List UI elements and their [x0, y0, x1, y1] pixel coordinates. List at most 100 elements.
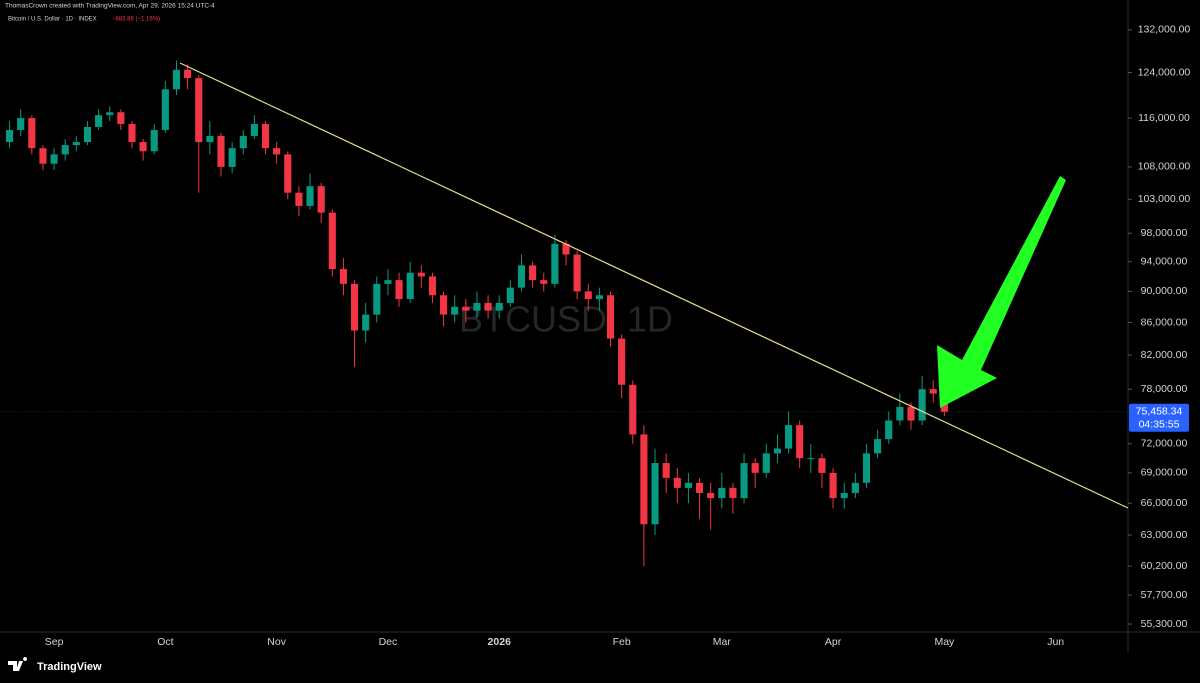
candle-body	[807, 458, 815, 460]
candle-body	[17, 118, 25, 130]
y-tick-label: 90,000.00	[1141, 285, 1188, 297]
x-tick-label: Nov	[267, 636, 286, 648]
candle-body	[573, 254, 581, 292]
candle-body	[551, 243, 559, 284]
candle-body	[72, 142, 80, 146]
y-tick-label: 55,300.00	[1141, 618, 1188, 630]
credit: ThomasCrown created with TradingView.com…	[5, 3, 215, 10]
x-tick-label: Feb	[613, 636, 631, 648]
candle-body	[395, 280, 403, 300]
x-tick-label: May	[934, 636, 955, 648]
candle-body	[184, 69, 192, 79]
candle-body	[517, 265, 526, 288]
candle-body	[673, 477, 681, 488]
candle-body	[840, 492, 848, 499]
trendline	[179, 62, 1129, 509]
logo	[8, 657, 28, 671]
candle-body	[406, 272, 414, 300]
candle-body	[440, 295, 448, 315]
y-tick-label: 132,000.00	[1138, 24, 1191, 36]
candle-body	[339, 269, 347, 284]
candle-body	[773, 448, 782, 454]
candle-body	[172, 69, 181, 90]
candle-body	[6, 129, 14, 143]
candle-body	[250, 124, 258, 136]
candle-body	[829, 472, 837, 499]
y-tick-label: 57,700.00	[1141, 589, 1188, 601]
candle-body	[785, 425, 793, 449]
candle-body	[651, 463, 659, 525]
candle-body	[317, 186, 325, 213]
candle-body	[83, 126, 92, 143]
candle-body	[662, 463, 670, 478]
candle-body	[495, 302, 503, 311]
y-tick-label: 69,000.00	[1141, 467, 1188, 479]
candle-body	[796, 425, 804, 459]
last-price-box	[1129, 403, 1189, 432]
candle-body	[595, 295, 603, 300]
candle-body	[106, 112, 114, 116]
x-tick-label: Dec	[379, 636, 398, 648]
change: −883.88 (−1.16%)	[112, 17, 160, 23]
arrow	[937, 176, 1066, 408]
candle-body	[896, 406, 904, 421]
candle-body	[362, 314, 370, 331]
countdown: 04:35:55	[1139, 419, 1180, 431]
y-tick-label: 63,000.00	[1141, 529, 1188, 541]
candle-body	[606, 295, 615, 339]
watermark: BTCUSD, 1D	[459, 299, 673, 340]
candle-body	[95, 115, 103, 127]
candle-body	[195, 78, 203, 143]
candle-body	[451, 306, 459, 315]
candle-body	[751, 463, 759, 473]
candle-body	[473, 302, 481, 311]
last-price-label: 75,458.34	[1136, 406, 1183, 418]
candle-body	[206, 135, 214, 143]
y-tick-label: 66,000.00	[1141, 497, 1188, 509]
y-tick-label: 72,000.00	[1141, 438, 1188, 450]
candle-body	[139, 142, 147, 152]
x-tick-label: Jun	[1047, 636, 1064, 648]
candle-body	[384, 280, 392, 284]
candle-body	[261, 124, 270, 149]
candle-body	[506, 287, 514, 303]
x-tick-label: Mar	[713, 636, 732, 648]
candle-body	[161, 89, 169, 130]
candle-body	[740, 463, 748, 499]
candle-body	[629, 384, 637, 435]
candle-body	[695, 482, 704, 493]
candle-body	[729, 487, 737, 499]
y-tick-label: 82,000.00	[1141, 349, 1188, 361]
candle-body	[273, 148, 281, 155]
y-tick-label: 78,000.00	[1141, 383, 1188, 395]
candle-body	[39, 148, 47, 164]
candle-body	[417, 272, 425, 277]
y-tick-label: 108,000.00	[1138, 161, 1191, 173]
y-tick-label: 103,000.00	[1138, 193, 1191, 205]
candle-body	[862, 453, 871, 483]
y-tick-label: 86,000.00	[1141, 316, 1188, 328]
candle-body	[707, 492, 715, 499]
candle-body	[929, 389, 937, 394]
x-tick-label: Sep	[45, 636, 64, 648]
candle-body	[428, 276, 437, 296]
candle-body	[907, 406, 915, 421]
candle-body	[350, 283, 359, 331]
candle-body	[584, 291, 592, 300]
footer: TradingView	[8, 657, 102, 673]
candle-body	[529, 265, 537, 281]
candle-body	[618, 338, 626, 385]
candle-body	[239, 135, 247, 149]
candle-body	[562, 243, 570, 255]
candle-body	[718, 487, 726, 499]
candle-body	[762, 453, 770, 473]
y-tick-label: 116,000.00	[1138, 112, 1190, 124]
candle-body	[885, 420, 893, 440]
candle-body	[540, 280, 548, 284]
candle-body	[918, 389, 926, 421]
x-tick-label: Oct	[157, 636, 173, 648]
y-tick-label: 94,000.00	[1141, 256, 1188, 268]
